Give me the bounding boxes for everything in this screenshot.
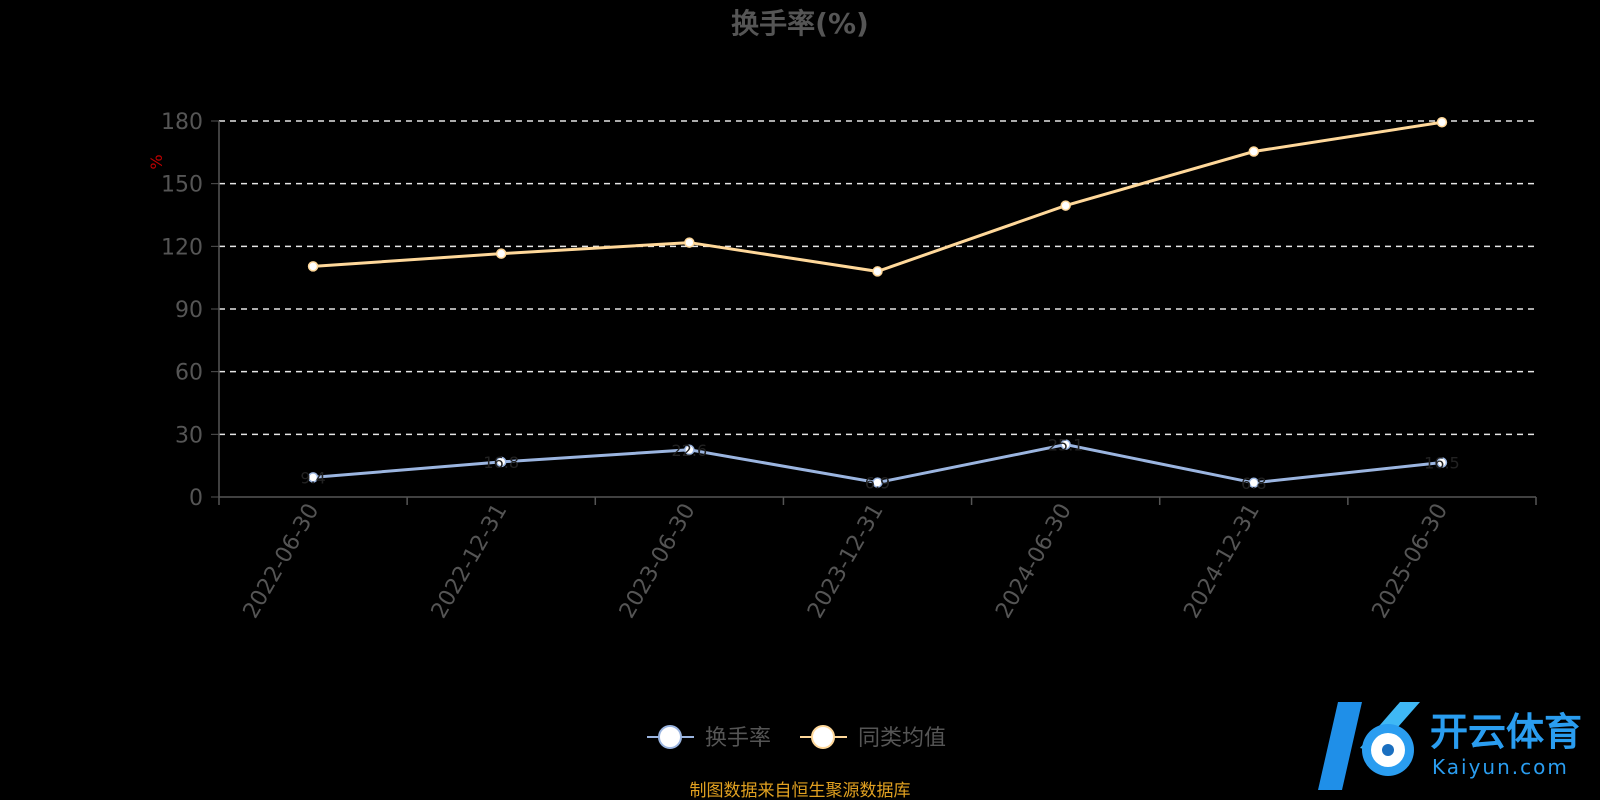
grid-lines (219, 120, 1536, 436)
chart-title: 换手率(%) (731, 7, 869, 40)
data-point (1436, 117, 1448, 128)
y-tick-label: 150 (161, 173, 203, 198)
x-tick-label: 2023-06-30 (615, 500, 701, 623)
data-point (1248, 477, 1260, 489)
data-point (307, 472, 319, 483)
legend-item-turnover[interactable]: 换手率 (647, 725, 771, 751)
data-point (495, 248, 507, 259)
data-point (1248, 146, 1260, 157)
data-label: 6.8 (1241, 474, 1266, 493)
data-label: 6.9 (865, 474, 890, 493)
watermark-brand: 开云体育 (1430, 710, 1582, 754)
data-label: 16.5 (1424, 454, 1460, 473)
series-lines: 9.4 16.8 22.6 6.9 25.1 6.8 16.5 (300, 117, 1460, 493)
x-tick-label: 2023-12-31 (803, 500, 889, 623)
data-point (684, 237, 695, 248)
axes (211, 120, 1537, 505)
data-point (684, 444, 695, 456)
data-label: 9.4 (300, 468, 325, 487)
data-point (1060, 200, 1071, 211)
data-point (872, 477, 883, 488)
x-tick-label: 2025-06-30 (1368, 500, 1454, 623)
y-tick-label: 180 (161, 110, 203, 135)
data-point (1060, 439, 1071, 450)
data-label: 25.1 (1048, 436, 1084, 455)
data-point (495, 456, 507, 468)
k-logo-icon (1318, 702, 1362, 790)
series-line (312, 120, 1443, 273)
data-label: 22.6 (672, 441, 708, 460)
x-tick-labels: 2022-06-30 2022-12-31 2023-06-30 2023-12-31… (239, 500, 1453, 623)
series-0: 9.4 16.8 22.6 6.9 25.1 6.8 16.5 (300, 436, 1459, 493)
legend-item-peer-average[interactable]: 同类均值 (800, 725, 946, 751)
legend-marker-peer-average (811, 725, 835, 749)
source-note: 制图数据来自恒生聚源数据库 (690, 781, 911, 800)
y-tick-label: 30 (175, 423, 203, 448)
x-tick-label: 2024-06-30 (991, 500, 1077, 623)
legend[interactable]: 换手率 同类均值 (647, 725, 946, 751)
y-tick-label: 90 (175, 298, 203, 323)
watermark-domain: Kaiyun.com (1432, 755, 1569, 779)
y-tick-label: 0 (189, 486, 203, 511)
x-tick-label: 2022-06-30 (239, 500, 325, 623)
x-tick-label: 2022-12-31 (427, 500, 513, 623)
series-1 (307, 117, 1448, 277)
legend-label-peer-average: 同类均值 (858, 726, 946, 751)
watermark-logo (1318, 702, 1420, 790)
y-tick-label: 60 (175, 361, 203, 386)
data-point (872, 266, 883, 277)
data-point (1436, 457, 1448, 468)
y-tick-labels: 0 30 60 90 120 150 180 (161, 110, 203, 511)
x-tick-label: 2024-12-31 (1179, 500, 1265, 623)
legend-label-turnover: 换手率 (705, 726, 771, 751)
y-axis-unit: % (147, 154, 166, 169)
data-label: 16.8 (483, 453, 519, 472)
y-tick-label: 120 (161, 235, 203, 260)
data-point (307, 261, 319, 272)
legend-marker-turnover (658, 725, 682, 749)
